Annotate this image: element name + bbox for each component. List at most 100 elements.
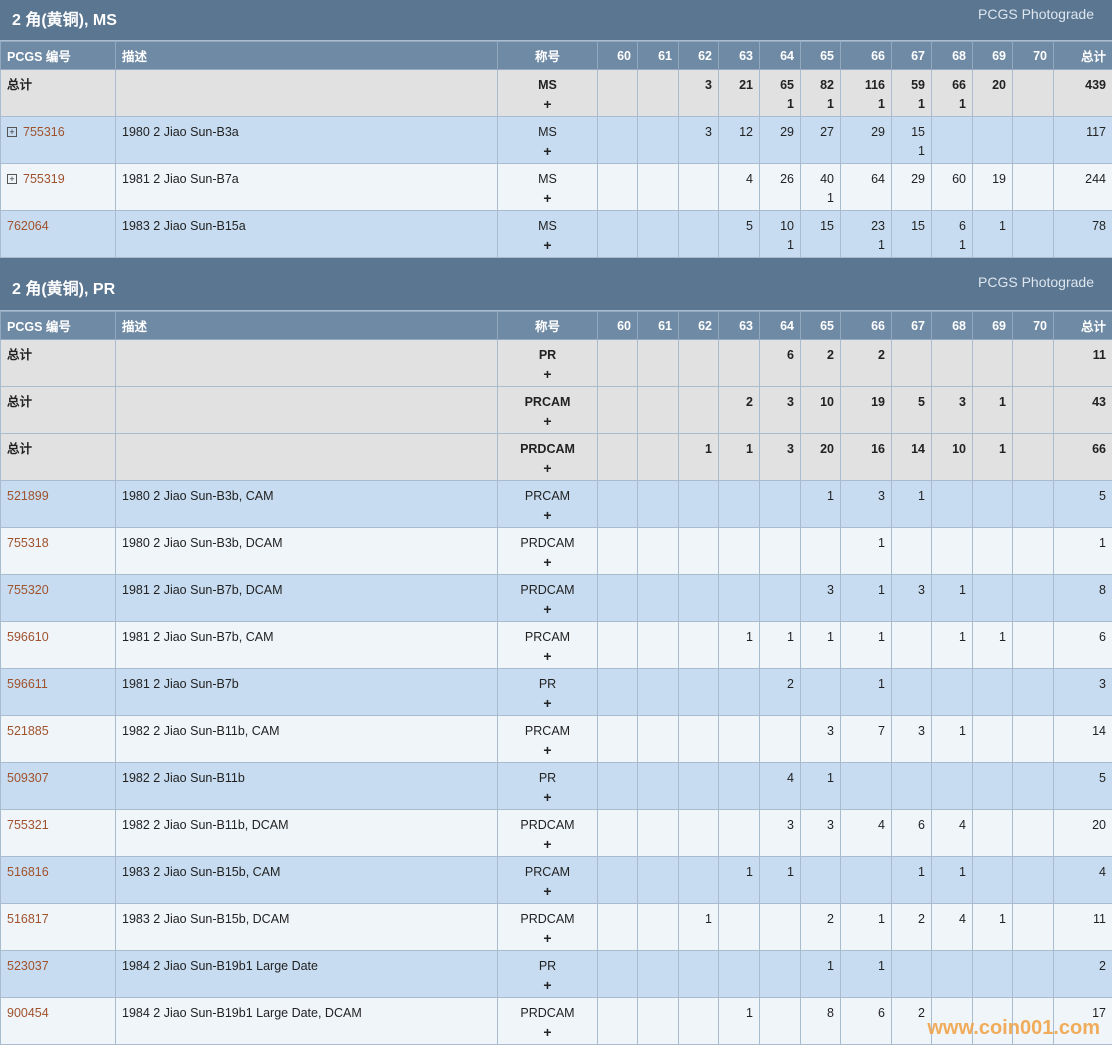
coin-row: 762064 1983 2 Jiao Sun-B15a MS +5 10 1 15 23 1 15… [0, 210, 1112, 258]
pcgs-cell: +755319 [0, 163, 116, 211]
grade-cell [597, 903, 638, 951]
plus-mark[interactable]: + [543, 413, 552, 429]
pcgs-number[interactable]: 755321 [7, 818, 49, 832]
photograde-link[interactable]: PCGS Photograde [978, 6, 1094, 22]
coin-row: 516816 1983 2 Jiao Sun-B15b, CAM PRCAM +1 1 1… [0, 856, 1112, 904]
plus-mark[interactable]: + [543, 190, 552, 206]
designation: PRCAM [524, 630, 571, 644]
plus-mark[interactable]: + [543, 143, 552, 159]
grade-cell: 1 [840, 950, 892, 998]
grade-cell [1012, 950, 1054, 998]
plus-mark[interactable]: + [543, 648, 552, 664]
grade-count: 59 [911, 78, 925, 92]
grade-count: 4 [878, 818, 885, 832]
grade-cell [1012, 116, 1054, 164]
row-total: 66 [1092, 442, 1106, 456]
plus-mark[interactable]: + [543, 507, 552, 523]
grade-count: 1 [746, 865, 753, 879]
total-cell: 43 [1053, 386, 1112, 434]
grade-count: 1 [827, 959, 834, 973]
grade-cell [637, 433, 679, 481]
grade-cell [678, 386, 719, 434]
grade-cell: 3 [759, 386, 801, 434]
pcgs-number[interactable]: 596611 [7, 677, 48, 691]
description-cell [115, 386, 498, 434]
grade-cell: 1 [840, 527, 892, 575]
grade-count: 66 [952, 78, 966, 92]
description-cell: 1984 2 Jiao Sun-B19b1 Large Date, DCAM [115, 997, 498, 1045]
column-header: 68 [931, 311, 973, 340]
pcgs-number[interactable]: 755316 [23, 125, 65, 139]
expand-icon[interactable]: + [7, 174, 17, 184]
grade-cell: 3 [800, 574, 841, 622]
grade-cell [597, 762, 638, 810]
grade-count: 1 [959, 865, 966, 879]
grade-count: 1 [827, 630, 834, 644]
column-header: 称号 [497, 41, 598, 70]
grade-count: 15 [911, 125, 925, 139]
pcgs-number[interactable]: 900454 [7, 1006, 49, 1020]
pcgs-number[interactable]: 521899 [7, 489, 49, 503]
plus-mark[interactable]: + [543, 1024, 552, 1040]
plus-mark[interactable]: + [543, 695, 552, 711]
plus-mark[interactable]: + [543, 554, 552, 570]
pcgs-number[interactable]: 516816 [7, 865, 49, 879]
photograde-link[interactable]: PCGS Photograde [978, 274, 1094, 290]
grade-cell [800, 856, 841, 904]
grade-cell: 7 [840, 715, 892, 763]
plus-mark[interactable]: + [543, 237, 552, 253]
row-total: 4 [1099, 865, 1106, 879]
grade-count: 2 [918, 1006, 925, 1020]
coin-row: 755318 1980 2 Jiao Sun-B3b, DCAM PRDCAM +1 1 [0, 527, 1112, 575]
grade-cell: 3 [800, 809, 841, 857]
column-header: 总计 [1053, 41, 1112, 70]
pcgs-number[interactable]: 755320 [7, 583, 49, 597]
plus-mark[interactable]: + [543, 460, 552, 476]
pcgs-number[interactable]: 755319 [23, 172, 65, 186]
pcgs-number[interactable]: 516817 [7, 912, 49, 926]
plus-count: 1 [959, 238, 966, 252]
grade-cell [678, 621, 719, 669]
grade-cell [718, 950, 760, 998]
grade-count: 19 [992, 172, 1006, 186]
expand-icon[interactable]: + [7, 127, 17, 137]
description: 1981 2 Jiao Sun-B7b, CAM [122, 630, 274, 644]
grade-cell [597, 997, 638, 1045]
designation-cell: PR + [497, 668, 598, 716]
grade-cell [972, 809, 1013, 857]
grade-cell: 60 [931, 163, 973, 211]
pcgs-cell: 755320 [0, 574, 116, 622]
total-cell: 117 [1053, 116, 1112, 164]
plus-mark[interactable]: + [543, 366, 552, 382]
grade-cell [972, 762, 1013, 810]
grade-count: 1 [787, 865, 794, 879]
plus-mark[interactable]: + [543, 96, 552, 112]
plus-mark[interactable]: + [543, 836, 552, 852]
grade-cell: 29 [840, 116, 892, 164]
pcgs-cell: +755316 [0, 116, 116, 164]
grade-count: 1 [746, 442, 753, 456]
grade-cell: 1 [931, 715, 973, 763]
pcgs-number[interactable]: 509307 [7, 771, 49, 785]
pcgs-number[interactable]: 596610 [7, 630, 49, 644]
grade-cell [891, 762, 932, 810]
total-label: 总计 [7, 395, 33, 409]
total-cell: 5 [1053, 762, 1112, 810]
pcgs-number[interactable]: 755318 [7, 536, 49, 550]
plus-mark[interactable]: + [543, 977, 552, 993]
grade-cell: 19 [840, 386, 892, 434]
pcgs-number[interactable]: 762064 [7, 219, 49, 233]
plus-mark[interactable]: + [543, 742, 552, 758]
plus-mark[interactable]: + [543, 883, 552, 899]
designation: MS [538, 78, 557, 92]
plus-mark[interactable]: + [543, 789, 552, 805]
grade-cell: 2 [718, 386, 760, 434]
pcgs-number[interactable]: 521885 [7, 724, 49, 738]
grade-cell [931, 950, 973, 998]
pcgs-number[interactable]: 523037 [7, 959, 49, 973]
total-cell: 4 [1053, 856, 1112, 904]
plus-mark[interactable]: + [543, 930, 552, 946]
grade-cell [931, 762, 973, 810]
plus-mark[interactable]: + [543, 601, 552, 617]
total-cell: 20 [1053, 809, 1112, 857]
